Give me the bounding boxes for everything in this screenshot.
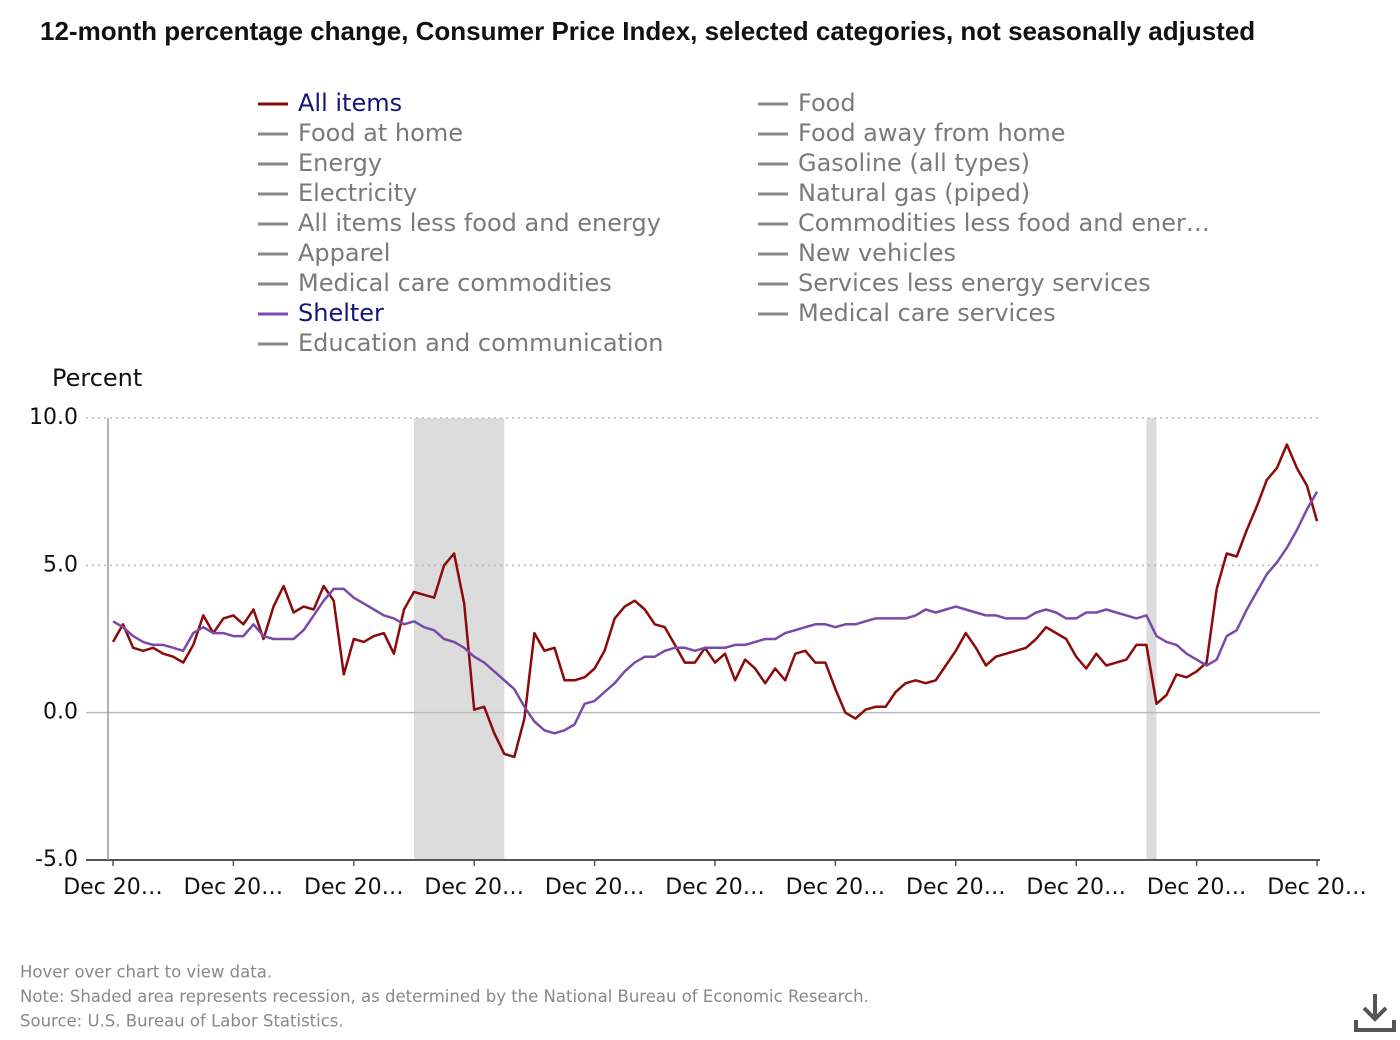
x-tick-label: Dec 20…: [786, 875, 886, 900]
legend-label[interactable]: Services less energy services: [798, 269, 1151, 297]
x-tick-label: Dec 20…: [63, 875, 163, 900]
legend-label[interactable]: Food away from home: [798, 119, 1066, 147]
x-tick-label: Dec 20…: [424, 875, 524, 900]
x-tick-label: Dec 20…: [1026, 875, 1126, 900]
y-tick-label: 5.0: [43, 552, 78, 577]
legend-label[interactable]: Education and communication: [298, 329, 664, 357]
footnote: Hover over chart to view data.: [20, 963, 272, 982]
x-tick-label: Dec 20…: [906, 875, 1006, 900]
y-tick-label: 0.0: [43, 700, 78, 725]
y-axis-label: Percent: [52, 364, 142, 392]
y-tick-label: 10.0: [29, 405, 78, 430]
series-line: [112, 491, 1319, 735]
x-tick-label: Dec 20…: [545, 875, 645, 900]
legend-label[interactable]: Food: [798, 89, 856, 117]
recession-shade: [1146, 418, 1157, 860]
chart-title: 12-month percentage change, Consumer Pri…: [40, 16, 1256, 46]
recession-shade: [414, 418, 505, 860]
x-tick-label: Dec 20…: [1267, 875, 1367, 900]
legend-label[interactable]: Shelter: [298, 299, 384, 327]
legend-label[interactable]: Food at home: [298, 119, 463, 147]
legend-label[interactable]: Electricity: [298, 179, 417, 207]
legend-label[interactable]: All items less food and energy: [298, 209, 661, 237]
x-tick-label: Dec 20…: [184, 875, 284, 900]
download-icon[interactable]: [1354, 994, 1396, 1032]
legend-label[interactable]: Medical care services: [798, 299, 1056, 327]
legend-label[interactable]: New vehicles: [798, 239, 956, 267]
legend-label[interactable]: Gasoline (all types): [798, 149, 1030, 177]
download-tray[interactable]: [1354, 1020, 1396, 1032]
series-line: [111, 443, 1319, 759]
legend-label[interactable]: Energy: [298, 149, 382, 177]
legend-label[interactable]: Medical care commodities: [298, 269, 612, 297]
x-tick-label: Dec 20…: [304, 875, 404, 900]
y-tick-label: -5.0: [35, 847, 78, 872]
legend-label[interactable]: All items: [298, 89, 402, 117]
footnote: Source: U.S. Bureau of Labor Statistics.: [20, 1012, 344, 1031]
download-arrow-head[interactable]: [1362, 1006, 1388, 1022]
legend-label[interactable]: Apparel: [298, 239, 390, 267]
footnote: Note: Shaded area represents recession, …: [20, 987, 869, 1006]
legend-label[interactable]: Commodities less food and ener…: [798, 209, 1210, 237]
legend-label[interactable]: Natural gas (piped): [798, 179, 1030, 207]
x-tick-label: Dec 20…: [1147, 875, 1247, 900]
x-tick-label: Dec 20…: [665, 875, 765, 900]
